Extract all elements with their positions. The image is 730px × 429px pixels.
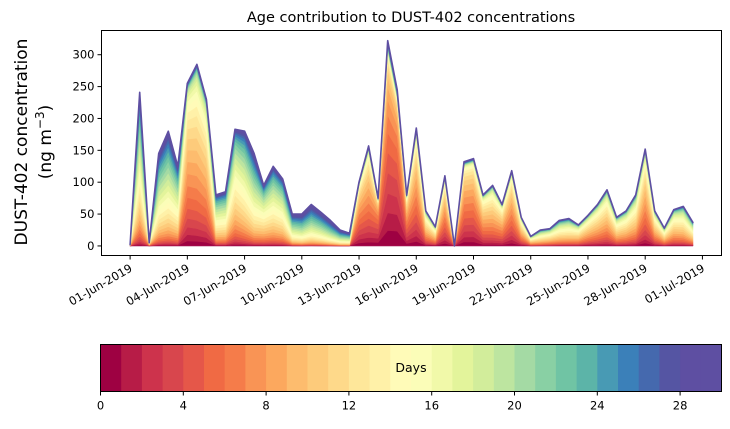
colorbar-bin <box>659 344 681 392</box>
x-tick-label: 01-Jun-2019 <box>66 261 134 309</box>
colorbar-bin <box>576 344 598 392</box>
x-tick-label: 28-Jun-2019 <box>581 261 649 309</box>
colorbar-frame <box>100 344 722 392</box>
y-tick-label: 0 <box>87 239 94 253</box>
x-tick-label: 13-Jun-2019 <box>295 261 363 309</box>
y-tick-label: 100 <box>73 175 95 189</box>
x-tick-label: 22-Jun-2019 <box>467 261 535 309</box>
colorbar-tick-label: 4 <box>180 399 187 413</box>
colorbar-tick-label: 12 <box>342 399 357 413</box>
colorbar-bin <box>348 344 371 392</box>
y-tick-label: 250 <box>73 80 95 94</box>
chart-title: Age contribution to DUST-402 concentrati… <box>247 10 575 26</box>
colorbar <box>100 344 722 392</box>
y-tick-label: 200 <box>73 111 95 125</box>
y-tick-label: 150 <box>73 143 95 157</box>
colorbar-bin <box>141 344 164 392</box>
colorbar-bin <box>121 344 143 392</box>
colorbar-bin <box>452 344 474 392</box>
colorbar-bin <box>514 344 536 392</box>
y-axis-label-line2: (ng m−3) <box>33 105 56 180</box>
colorbar-bin <box>680 344 702 392</box>
colorbar-bin <box>100 344 122 392</box>
colorbar-bin <box>618 344 640 392</box>
area-layer-age-29 <box>129 39 694 247</box>
x-tick-label: 07-Jun-2019 <box>181 261 249 309</box>
colorbar-tick-label: 0 <box>97 399 104 413</box>
colorbar-bin <box>307 344 329 392</box>
colorbar-bin <box>390 344 412 392</box>
x-tick-label: 19-Jun-2019 <box>410 261 478 309</box>
colorbar-tick-label: 16 <box>424 399 439 413</box>
colorbar-bin <box>411 344 433 392</box>
colorbar-tick-label: 20 <box>507 399 522 413</box>
plot-area <box>129 39 694 247</box>
y-tick-label: 300 <box>73 48 95 62</box>
colorbar-bin <box>204 344 226 392</box>
colorbar-label: Days <box>395 360 426 375</box>
x-tick-label: 25-Jun-2019 <box>524 261 592 309</box>
colorbar-bin <box>266 344 288 392</box>
x-tick-label: 01-Jul-2019 <box>642 261 707 306</box>
x-tick-label: 16-Jun-2019 <box>352 261 420 309</box>
colorbar-bin <box>162 344 184 392</box>
y-tick-label: 50 <box>80 207 95 221</box>
colorbar-tick-label: 28 <box>673 399 688 413</box>
y-axis-label: DUST-402 concentration (ng m−3) <box>12 39 56 246</box>
colorbar-ticks: 0 4 8 12 16 20 24 28 <box>97 391 688 413</box>
colorbar-bin <box>535 344 557 392</box>
x-axis-ticks: 01-Jun-201904-Jun-201907-Jun-201910-Jun-… <box>66 255 707 309</box>
colorbar-bin <box>328 344 350 392</box>
colorbar-bin <box>431 344 453 392</box>
colorbar-bin <box>700 344 722 392</box>
colorbar-bin <box>638 344 660 392</box>
x-tick-label: 04-Jun-2019 <box>124 261 192 309</box>
colorbar-bin <box>183 344 205 392</box>
colorbar-bin <box>245 344 267 392</box>
plot-frame <box>101 30 722 256</box>
colorbar-bin <box>473 344 495 392</box>
colorbar-tick-label: 24 <box>590 399 605 413</box>
y-axis-ticks: 0 50 100 150 200 250 300 <box>73 48 102 253</box>
colorbar-bin <box>555 344 578 392</box>
colorbar-bin <box>369 344 391 392</box>
y-axis-label-line1: DUST-402 concentration <box>12 39 32 246</box>
colorbar-tick-label: 8 <box>262 399 269 413</box>
colorbar-bin <box>286 344 308 392</box>
colorbar-bin <box>597 344 619 392</box>
colorbar-bin <box>493 344 515 392</box>
x-tick-label: 10-Jun-2019 <box>238 261 306 309</box>
y-axis-label-superscript: −3 <box>33 111 47 129</box>
colorbar-bin <box>224 344 246 392</box>
